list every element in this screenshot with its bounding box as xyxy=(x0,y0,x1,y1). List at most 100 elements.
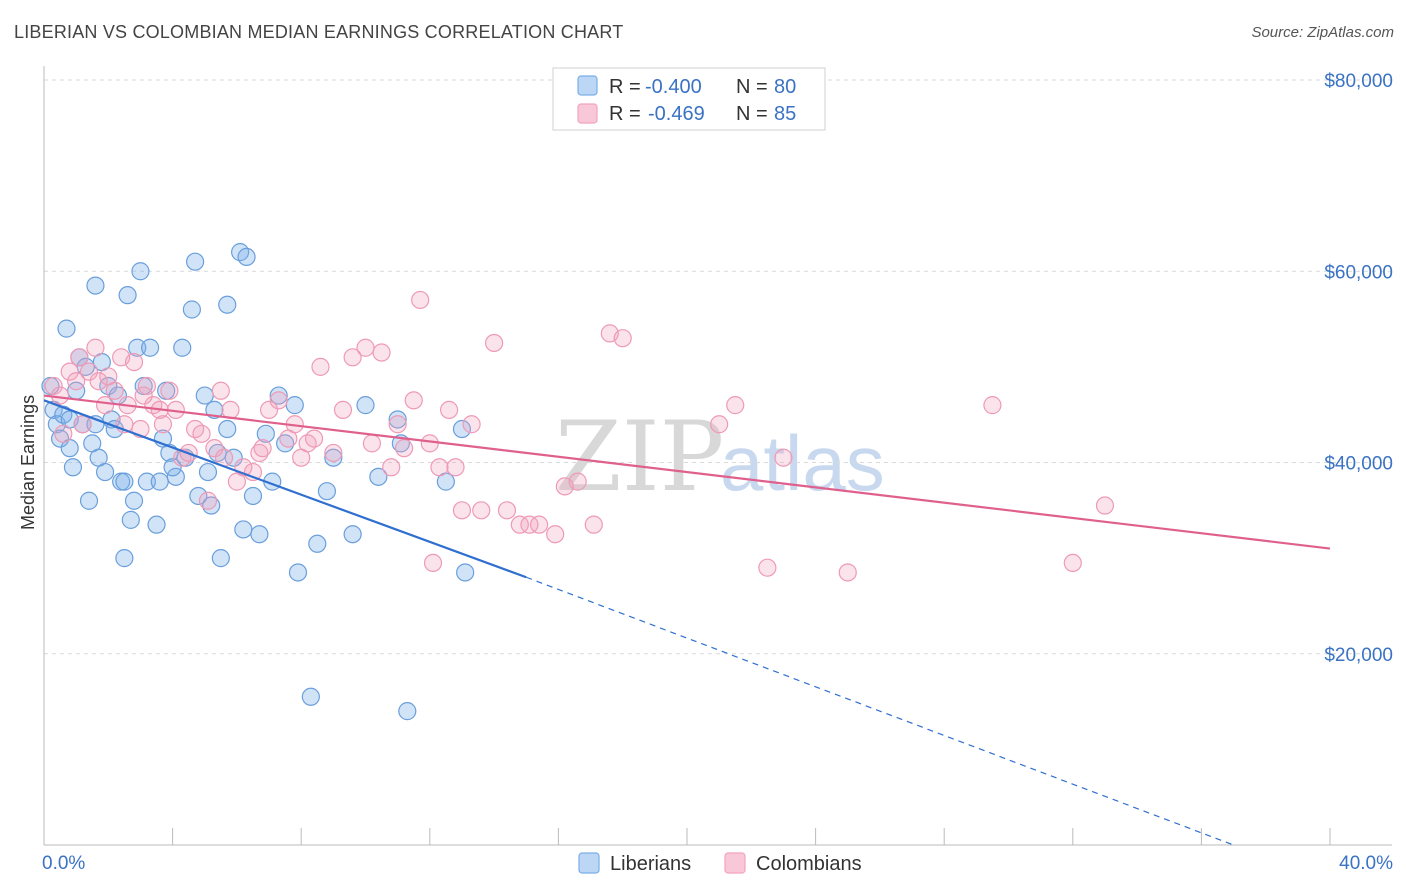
colombians-point xyxy=(70,348,89,367)
y-tick-label: $80,000 xyxy=(1324,71,1393,92)
liberians-point xyxy=(234,520,253,539)
liberians-point xyxy=(137,472,156,491)
liberians-point xyxy=(173,338,192,357)
colombians-r-value: -0.469 xyxy=(648,103,705,125)
x-tick-label: 40.0% xyxy=(1339,853,1393,874)
chart-title: LIBERIAN VS COLOMBIAN MEDIAN EARNINGS CO… xyxy=(14,22,624,42)
liberians-point xyxy=(63,458,83,477)
colombians-point xyxy=(758,558,777,577)
liberians-r-label: R = xyxy=(609,76,641,98)
grid-lines xyxy=(44,79,1392,655)
colombians-point xyxy=(411,290,430,310)
liberians-point xyxy=(115,549,134,568)
legend-liberians-label: Liberians xyxy=(610,853,691,875)
colombians-point xyxy=(520,515,539,534)
liberians-point xyxy=(189,486,208,506)
colombians-point xyxy=(472,501,491,520)
data-points xyxy=(41,243,1115,721)
liberians-point xyxy=(237,247,256,267)
liberians-point xyxy=(256,424,275,443)
colombians-point xyxy=(462,415,481,434)
colombians-point xyxy=(452,501,472,520)
colombians-point xyxy=(485,333,504,353)
liberians-point xyxy=(288,563,308,582)
colombians-point xyxy=(404,391,423,410)
colombians-n-value: 85 xyxy=(774,103,796,125)
liberians-point xyxy=(243,486,263,506)
y-tick-label: $20,000 xyxy=(1324,645,1393,666)
colombians-point xyxy=(1063,553,1082,573)
colombians-point xyxy=(160,381,179,400)
colombians-swatch xyxy=(577,103,598,124)
colombians-point xyxy=(388,415,407,434)
colombians-point xyxy=(343,348,362,367)
colombians-point xyxy=(137,376,156,396)
liberians-point xyxy=(218,295,237,314)
colombians-point xyxy=(192,424,211,443)
liberians-point xyxy=(131,262,150,281)
liberians-point xyxy=(150,472,169,491)
colombians-point xyxy=(67,372,86,391)
colombians-point xyxy=(546,525,565,544)
colombians-point xyxy=(423,553,443,573)
axes xyxy=(43,66,1392,846)
colombians-point xyxy=(333,400,353,420)
liberians-point xyxy=(195,386,214,405)
y-tick-label: $40,000 xyxy=(1324,454,1393,475)
colombians-point xyxy=(95,396,115,415)
liberians-point xyxy=(57,319,76,338)
liberians-point xyxy=(250,525,269,544)
series-legend: Liberians Colombians xyxy=(578,852,862,875)
watermark-zip: ZIP xyxy=(555,401,724,513)
colombians-point xyxy=(86,338,105,357)
liberians-point xyxy=(95,462,115,482)
colombians-point xyxy=(221,400,240,420)
liberians-point xyxy=(79,491,99,510)
colombians-point xyxy=(54,424,73,443)
liberians-point xyxy=(140,338,160,357)
colombians-point xyxy=(439,400,459,420)
colombians-point xyxy=(838,563,857,582)
y-tick-labels: $20,000 $40,000 $60,000 $80,000 xyxy=(1324,71,1393,666)
liberians-point xyxy=(324,448,343,467)
colombians-point xyxy=(89,372,108,391)
liberians-point xyxy=(224,448,243,467)
y-tick-label: $60,000 xyxy=(1324,262,1393,283)
colombians-r-label: R = xyxy=(609,103,641,125)
liberians-point xyxy=(205,400,224,420)
liberians-point xyxy=(147,515,166,534)
x-tick-labels: 0.0% 40.0% xyxy=(42,853,1393,874)
colombians-point xyxy=(394,439,414,458)
colombians-point xyxy=(211,381,230,400)
liberians-point xyxy=(398,702,417,721)
colombians-point xyxy=(253,439,272,458)
colombians-point xyxy=(44,376,63,396)
colombians-point xyxy=(497,501,517,520)
liberians-point xyxy=(166,467,185,486)
liberians-point xyxy=(285,396,304,415)
colombians-point xyxy=(710,415,729,434)
liberians-swatch xyxy=(577,75,598,96)
colombians-point xyxy=(774,448,793,467)
liberians-point xyxy=(115,472,134,491)
colombians-point xyxy=(134,386,153,405)
liberians-point xyxy=(128,338,147,357)
colombians-point xyxy=(372,343,391,362)
legend-colombians-swatch xyxy=(724,852,746,874)
colombians-point xyxy=(584,515,603,534)
colombians-point xyxy=(382,458,401,477)
liberians-point xyxy=(124,491,144,510)
liberians-point xyxy=(452,419,472,439)
colombians-point xyxy=(79,362,99,381)
liberians-point xyxy=(269,386,288,405)
colombians-point xyxy=(324,443,343,463)
liberians-trend-line xyxy=(43,399,527,579)
colombians-point xyxy=(205,439,224,458)
colombians-point xyxy=(568,472,587,491)
legend-liberians-swatch xyxy=(578,852,600,874)
colombians-point xyxy=(105,381,124,400)
liberians-point xyxy=(163,458,182,477)
liberians-point xyxy=(343,525,362,544)
liberians-point xyxy=(211,549,230,568)
